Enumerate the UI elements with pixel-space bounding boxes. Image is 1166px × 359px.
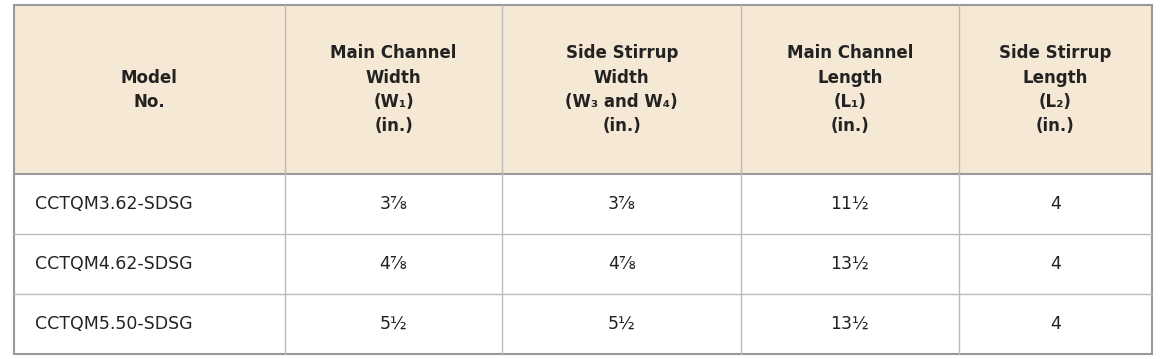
Bar [14,234,1152,294]
Text: 13½: 13½ [830,255,869,273]
Text: 4: 4 [1049,255,1061,273]
Text: CCTQM5.50-SDSG: CCTQM5.50-SDSG [35,315,192,333]
Text: CCTQM4.62-SDSG: CCTQM4.62-SDSG [35,255,192,273]
Text: 4⅞: 4⅞ [607,255,635,273]
Text: 4: 4 [1049,195,1061,213]
Text: 5½: 5½ [380,315,407,333]
Text: 4⅞: 4⅞ [380,255,407,273]
Text: CCTQM3.62-SDSG: CCTQM3.62-SDSG [35,195,192,213]
Text: 3⅞: 3⅞ [380,195,407,213]
Text: 3⅞: 3⅞ [607,195,635,213]
Text: 11½: 11½ [830,195,869,213]
Text: Model
No.: Model No. [121,69,178,111]
Text: Main Channel
Length
(L₁)
(in.): Main Channel Length (L₁) (in.) [787,45,913,135]
Text: 4: 4 [1049,315,1061,333]
Text: 13½: 13½ [830,315,869,333]
Text: Side Stirrup
Length
(L₂)
(in.): Side Stirrup Length (L₂) (in.) [999,45,1111,135]
Bar [14,5,1152,174]
Text: 5½: 5½ [607,315,635,333]
Bar [14,174,1152,234]
Bar [14,294,1152,354]
Text: Side Stirrup
Width
(W₃ and W₄)
(in.): Side Stirrup Width (W₃ and W₄) (in.) [566,45,677,135]
Text: Main Channel
Width
(W₁)
(in.): Main Channel Width (W₁) (in.) [330,45,457,135]
